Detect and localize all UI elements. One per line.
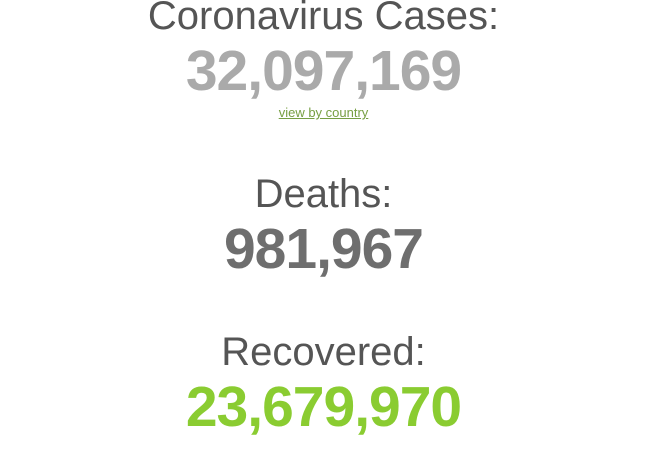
- cases-title: Coronavirus Cases:: [147, 0, 500, 38]
- recovered-title: Recovered:: [221, 330, 426, 374]
- counter-block-cases: Coronavirus Cases: 32,097,169 view by co…: [0, 0, 647, 122]
- counter-block-deaths: Deaths: 981,967: [0, 170, 647, 280]
- deaths-title: Deaths:: [254, 172, 393, 216]
- deaths-value: 981,967: [223, 217, 424, 281]
- recovered-value: 23,679,970: [185, 375, 462, 439]
- cases-link-row: view by country: [0, 104, 647, 122]
- counters-container: Coronavirus Cases: 32,097,169 view by co…: [0, 0, 647, 438]
- counter-block-recovered: Recovered: 23,679,970: [0, 328, 647, 438]
- view-by-country-link[interactable]: view by country: [278, 105, 369, 120]
- cases-value: 32,097,169: [185, 39, 462, 103]
